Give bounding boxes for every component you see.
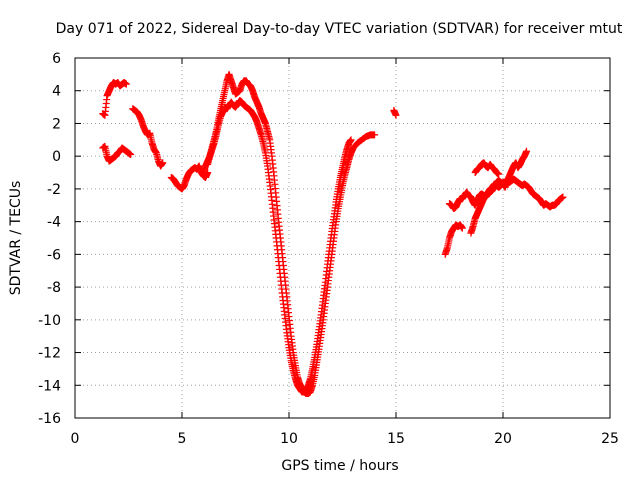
y-axis-label: SDTVAR / TECUs xyxy=(8,181,24,296)
data-point xyxy=(122,80,130,88)
x-tick-label: 25 xyxy=(601,431,619,447)
y-tick-label: -6 xyxy=(47,247,61,263)
chart-title: Day 071 of 2022, Sidereal Day-to-day VTE… xyxy=(56,21,623,37)
y-tick-label: -10 xyxy=(38,313,61,329)
grid xyxy=(75,58,610,418)
y-tick-label: 4 xyxy=(52,84,61,100)
data-point xyxy=(523,147,531,155)
data-point xyxy=(127,151,135,159)
data-point xyxy=(392,111,400,119)
data-point xyxy=(458,224,466,232)
y-tick-label: 2 xyxy=(52,116,61,132)
y-tick-label: -8 xyxy=(47,280,61,296)
y-tick-labels: 6 4 2 0 -2 -4 -6 -8 -10 -12 -14 -16 xyxy=(38,51,61,427)
y-tick-label: -16 xyxy=(38,411,61,427)
y-tick-label: -2 xyxy=(47,182,61,198)
y-tick-label: 0 xyxy=(52,149,61,165)
y-tick-label: -14 xyxy=(38,378,61,394)
data-point xyxy=(347,136,355,144)
axis-ticks xyxy=(74,57,611,419)
y-tick-label: -4 xyxy=(47,215,61,231)
data-point xyxy=(559,193,567,201)
plot-frame xyxy=(74,57,611,419)
y-tick-label: 6 xyxy=(52,51,61,67)
data-point xyxy=(371,131,379,139)
data-points xyxy=(99,70,567,397)
y-tick-label: -12 xyxy=(38,346,61,362)
x-tick-label: 20 xyxy=(494,431,512,447)
x-tick-labels: 0 5 10 15 20 25 xyxy=(71,431,619,447)
x-tick-label: 5 xyxy=(178,431,187,447)
data-point xyxy=(159,159,167,167)
data-point xyxy=(495,170,503,178)
x-tick-label: 15 xyxy=(387,431,405,447)
x-tick-label: 10 xyxy=(280,431,298,447)
x-tick-label: 0 xyxy=(71,431,80,447)
x-axis-label: GPS time / hours xyxy=(281,458,398,474)
